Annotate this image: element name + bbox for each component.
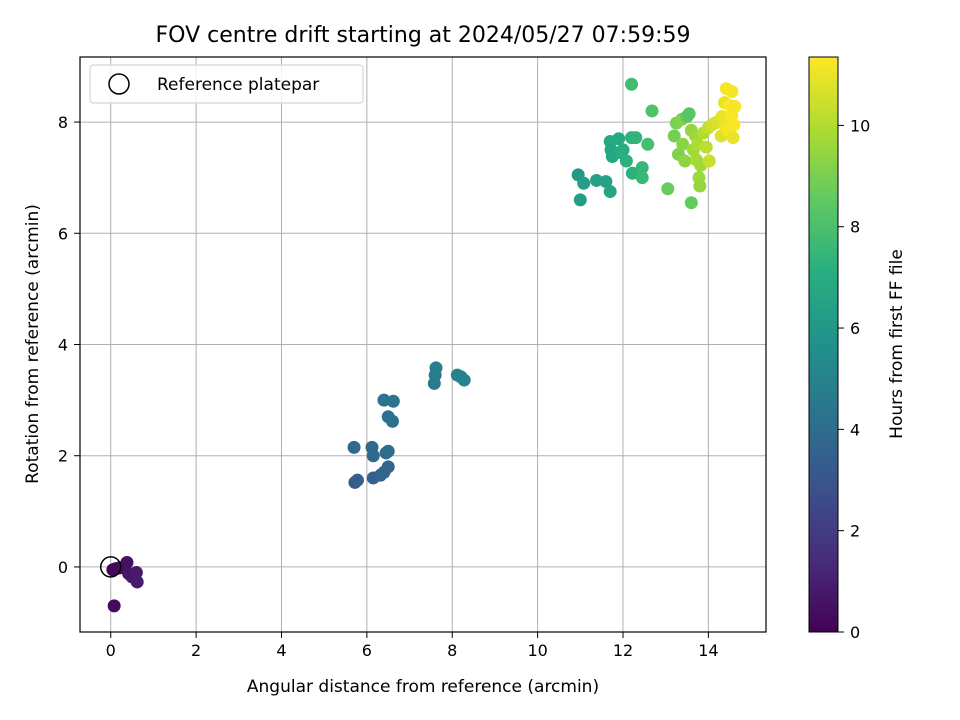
x-tick-label: 0	[106, 641, 116, 660]
data-point	[381, 460, 395, 474]
colorbar-tick-label: 8	[850, 218, 860, 237]
data-point	[603, 185, 617, 199]
legend-entry-reference: Reference platepar	[157, 75, 319, 95]
data-point	[727, 118, 741, 132]
scatter-points	[106, 77, 742, 613]
data-point	[728, 99, 742, 113]
x-tick-label: 14	[698, 641, 718, 660]
data-point	[457, 373, 471, 387]
y-tick-label: 4	[58, 336, 68, 355]
data-point	[699, 140, 713, 154]
data-point	[129, 565, 143, 579]
data-point	[684, 196, 698, 210]
data-point	[590, 173, 604, 187]
data-point	[625, 77, 639, 91]
data-point	[386, 394, 400, 408]
data-point	[725, 84, 739, 98]
reference-platepar-marker	[99, 556, 122, 578]
data-point	[676, 137, 690, 151]
y-axis-label: Rotation from reference (arcmin)	[23, 204, 43, 484]
y-tick-label: 6	[58, 224, 68, 243]
data-point	[641, 137, 655, 151]
x-tick-label: 12	[613, 641, 633, 660]
grid	[80, 57, 766, 632]
x-axis-ticks: 0 2 4 6 8 10 12 14	[106, 632, 719, 660]
data-point	[661, 182, 675, 196]
x-tick-label: 8	[447, 641, 457, 660]
colorbar-tick-label: 0	[850, 623, 860, 642]
data-point	[347, 440, 361, 454]
data-point	[635, 161, 649, 175]
data-point	[381, 444, 395, 458]
data-point	[635, 171, 649, 185]
y-tick-label: 0	[58, 558, 68, 577]
data-point	[693, 179, 707, 193]
legend-box	[89, 64, 364, 104]
x-tick-label: 6	[362, 641, 372, 660]
y-tick-label: 8	[58, 113, 68, 132]
x-tick-label: 10	[527, 641, 547, 660]
reference-marker-layer	[99, 556, 122, 578]
y-axis-ticks: 0 2 4 6 8	[58, 113, 80, 577]
y-tick-label: 2	[58, 447, 68, 466]
data-point	[667, 129, 681, 143]
colorbar-tick-label: 10	[850, 116, 870, 135]
data-point	[645, 104, 659, 118]
x-axis-label: Angular distance from reference (arcmin)	[247, 677, 599, 697]
colorbar-tick-label: 2	[850, 522, 860, 541]
legend-reference-marker	[108, 73, 130, 95]
legend: Reference platepar	[89, 64, 364, 104]
x-tick-label: 4	[276, 641, 286, 660]
data-point	[429, 361, 443, 375]
data-point	[616, 143, 630, 157]
data-point	[726, 131, 740, 145]
colorbar-gradient	[808, 56, 839, 633]
colorbar-tick-label: 6	[850, 319, 860, 338]
data-point	[619, 154, 633, 168]
data-point	[366, 449, 380, 463]
data-point	[682, 107, 696, 121]
x-tick-label: 2	[191, 641, 201, 660]
data-point	[573, 193, 587, 207]
data-point	[702, 154, 716, 168]
data-point	[678, 154, 692, 168]
data-point	[612, 132, 626, 146]
data-point	[599, 175, 613, 189]
data-point	[625, 166, 639, 180]
colorbar-tick-label: 4	[850, 420, 860, 439]
data-point	[107, 599, 121, 613]
chart-title: FOV centre drift starting at 2024/05/27 …	[156, 23, 691, 48]
data-point	[629, 131, 643, 145]
colorbar-ticks: 0 2 4 6 8 10	[838, 116, 870, 642]
data-point	[130, 575, 144, 589]
colorbar-label: Hours from first FF file	[887, 249, 907, 439]
colorbar: 0 2 4 6 8 10 Hours from first FF file	[808, 56, 907, 642]
data-point	[377, 393, 391, 407]
data-point	[120, 555, 134, 569]
data-point	[577, 176, 591, 190]
data-point	[350, 473, 364, 487]
data-point	[385, 414, 399, 428]
